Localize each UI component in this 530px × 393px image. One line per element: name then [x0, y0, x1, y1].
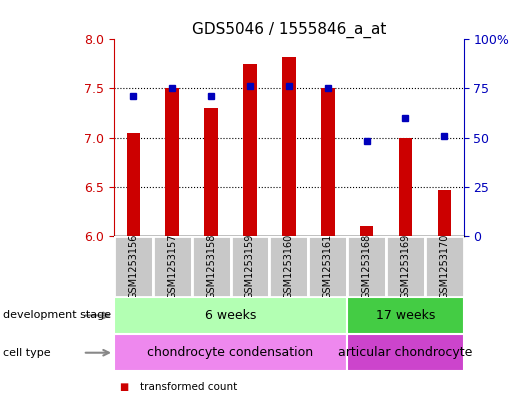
Bar: [205, 108, 218, 236]
Text: GSM1253170: GSM1253170: [439, 233, 449, 299]
Text: 17 weeks: 17 weeks: [376, 309, 435, 322]
Text: GSM1253156: GSM1253156: [128, 233, 138, 299]
Bar: [153, 236, 192, 297]
Bar: [282, 57, 296, 236]
Text: GSM1253161: GSM1253161: [323, 233, 333, 299]
Bar: [425, 236, 464, 297]
Bar: [321, 88, 334, 236]
Bar: [386, 236, 425, 297]
Bar: [114, 334, 347, 371]
Bar: [127, 132, 140, 236]
Text: ■: ■: [119, 382, 128, 392]
Text: GSM1253168: GSM1253168: [361, 233, 372, 299]
Text: chondrocyte condensation: chondrocyte condensation: [147, 346, 314, 359]
Bar: [360, 226, 373, 236]
Text: 6 weeks: 6 weeks: [205, 309, 256, 322]
Text: cell type: cell type: [3, 348, 50, 358]
Text: GSM1253158: GSM1253158: [206, 233, 216, 299]
Title: GDS5046 / 1555846_a_at: GDS5046 / 1555846_a_at: [192, 22, 386, 38]
Bar: [165, 88, 179, 236]
Bar: [269, 236, 308, 297]
Bar: [231, 236, 269, 297]
Text: GSM1253169: GSM1253169: [401, 233, 410, 299]
Bar: [347, 297, 464, 334]
Bar: [347, 334, 464, 371]
Text: development stage: development stage: [3, 310, 111, 320]
Text: GSM1253159: GSM1253159: [245, 233, 255, 299]
Bar: [192, 236, 231, 297]
Text: GSM1253160: GSM1253160: [284, 233, 294, 299]
Text: articular chondrocyte: articular chondrocyte: [338, 346, 473, 359]
Bar: [347, 236, 386, 297]
Bar: [399, 138, 412, 236]
Bar: [114, 297, 347, 334]
Bar: [243, 64, 257, 236]
Bar: [308, 236, 347, 297]
Bar: [438, 189, 451, 236]
Text: transformed count: transformed count: [140, 382, 237, 392]
Bar: [114, 236, 153, 297]
Text: GSM1253157: GSM1253157: [167, 233, 177, 299]
